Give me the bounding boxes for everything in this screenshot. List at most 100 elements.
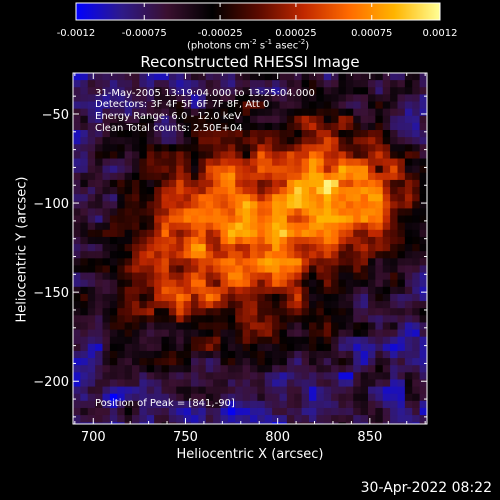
heatmap-cell xyxy=(257,393,266,402)
heatmap-cell xyxy=(257,187,266,195)
heatmap-cell xyxy=(272,144,281,152)
heatmap-cell xyxy=(412,201,421,210)
heatmap-cell xyxy=(323,415,332,423)
heatmap-cell xyxy=(345,365,354,373)
heatmap-cell xyxy=(154,422,163,424)
heatmap-cell xyxy=(250,80,258,88)
heatmap-cell xyxy=(412,144,421,152)
heatmap-cell xyxy=(73,187,81,195)
heatmap-cell xyxy=(404,108,413,117)
heatmap-cell xyxy=(235,87,244,95)
heatmap-cell xyxy=(375,422,384,424)
heatmap-cell xyxy=(419,422,427,424)
heatmap-cell xyxy=(198,251,207,259)
heatmap-cell xyxy=(102,108,111,117)
heatmap-cell xyxy=(316,293,325,302)
heatmap-cell xyxy=(419,415,427,423)
heatmap-cell xyxy=(397,393,406,402)
heatmap-cell xyxy=(390,336,399,345)
heatmap-cell xyxy=(109,343,118,352)
heatmap-cell xyxy=(168,350,177,359)
heatmap-cell xyxy=(309,415,317,423)
heatmap-cell xyxy=(154,365,163,373)
heatmap-cell xyxy=(227,258,236,267)
heatmap-cell xyxy=(338,151,347,160)
heatmap-cell xyxy=(331,415,340,423)
heatmap-cell xyxy=(161,422,170,424)
heatmap-cell xyxy=(154,165,163,174)
heatmap-cell xyxy=(316,315,325,324)
heatmap-cell xyxy=(286,286,295,295)
heatmap-cell xyxy=(220,322,229,331)
heatmap-cell xyxy=(117,308,126,316)
heatmap-cell xyxy=(353,301,362,309)
heatmap-cell xyxy=(242,80,251,88)
heatmap-cell xyxy=(161,229,170,238)
heatmap-cell xyxy=(264,201,273,210)
heatmap-cell xyxy=(73,358,81,366)
heatmap-cell xyxy=(323,279,332,288)
heatmap-cell xyxy=(73,350,81,359)
heatmap-cell xyxy=(264,73,273,81)
heatmap-cell xyxy=(316,286,325,295)
heatmap-cell xyxy=(132,137,140,145)
heatmap-cell xyxy=(73,80,81,88)
heatmap-cell xyxy=(191,115,199,124)
heatmap-cell xyxy=(360,151,369,160)
heatmap-cell xyxy=(227,201,236,210)
heatmap-cell xyxy=(272,130,281,138)
heatmap-cell xyxy=(168,400,177,409)
heatmap-cell xyxy=(154,350,163,359)
heatmap-cell xyxy=(168,322,177,331)
heatmap-cell xyxy=(168,115,177,124)
annotation-energy-range: Energy Range: 6.0 - 12.0 keV xyxy=(95,111,242,122)
heatmap-cell xyxy=(191,279,199,288)
heatmap-cell xyxy=(87,343,96,352)
heatmap-cell xyxy=(87,151,96,160)
heatmap-cell xyxy=(382,272,391,281)
heatmap-cell xyxy=(286,108,295,117)
heatmap-cell xyxy=(205,172,214,181)
heatmap-cell xyxy=(250,286,258,295)
heatmap-cell xyxy=(331,222,340,231)
heatmap-cell xyxy=(80,144,89,152)
timestamp: 30-Apr-2022 08:22 xyxy=(360,480,492,496)
heatmap-cell xyxy=(301,122,310,131)
heatmap-cell xyxy=(382,151,391,160)
heatmap-cell xyxy=(272,251,281,259)
heatmap-cell xyxy=(109,322,118,331)
heatmap-cell xyxy=(368,393,376,402)
heatmap-cell xyxy=(272,87,281,95)
heatmap-cell xyxy=(301,80,310,88)
heatmap-cell xyxy=(375,393,384,402)
heatmap-cell xyxy=(338,251,347,259)
heatmap-cell xyxy=(338,144,347,152)
heatmap-cell xyxy=(198,236,207,245)
heatmap-cell xyxy=(419,236,427,245)
heatmap-cell xyxy=(168,293,177,302)
heatmap-cell xyxy=(375,244,384,252)
heatmap-cell xyxy=(264,122,273,131)
heatmap-cell xyxy=(205,130,214,138)
heatmap-cell xyxy=(227,308,236,316)
heatmap-cell xyxy=(109,365,118,373)
heatmap-cell xyxy=(412,179,421,188)
heatmap-cell xyxy=(198,115,207,124)
heatmap-cell xyxy=(102,422,111,424)
heatmap-cell xyxy=(301,158,310,167)
heatmap-cell xyxy=(168,137,177,145)
heatmap-cell xyxy=(102,322,111,331)
heatmap-cell xyxy=(250,108,258,117)
heatmap-cell xyxy=(213,144,222,152)
heatmap-cell xyxy=(375,343,384,352)
heatmap-cell xyxy=(257,336,266,345)
heatmap-cell xyxy=(272,222,281,231)
heatmap-cell xyxy=(272,329,281,338)
heatmap-cell xyxy=(124,415,133,423)
heatmap-cell xyxy=(109,130,118,138)
heatmap-cell xyxy=(191,215,199,224)
heatmap-cell xyxy=(353,158,362,167)
heatmap-cell xyxy=(250,422,258,424)
heatmap-cell xyxy=(227,208,236,217)
heatmap-cell xyxy=(139,400,148,409)
